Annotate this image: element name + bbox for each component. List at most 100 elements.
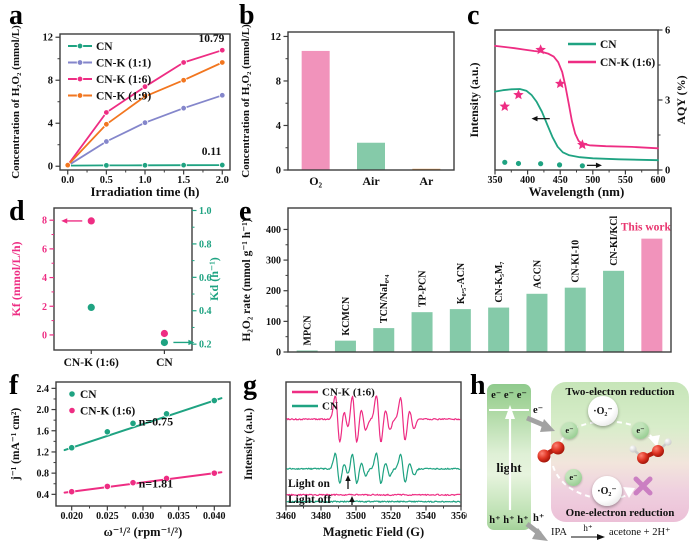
data-point bbox=[141, 119, 149, 126]
y-axis-title-right: Kd (h⁻¹) bbox=[207, 257, 221, 301]
bar-TCN/NaI₀.₄ bbox=[373, 328, 395, 352]
y-tick-label: 0.8 bbox=[37, 469, 50, 480]
panel-letter-g: g bbox=[243, 370, 257, 401]
category-label: Ar bbox=[419, 174, 434, 188]
x-tick-label: 1.0 bbox=[138, 175, 151, 186]
panel-c: c 350 400 450 500 550 600 0 3 6 Wavelength (nm) In… bbox=[464, 0, 699, 200]
y-tick-label: 100 bbox=[266, 317, 281, 328]
electron-label: e⁻ bbox=[636, 425, 645, 435]
superoxide-label: ·O₂⁻ bbox=[593, 405, 613, 417]
fit-line-CN bbox=[63, 397, 223, 452]
data-point bbox=[210, 396, 218, 405]
star-data-point bbox=[577, 139, 588, 150]
y-tick-label: 400 bbox=[266, 225, 281, 236]
bar-label: CN-K₅M₇ bbox=[494, 262, 505, 303]
panel-letter-f: f bbox=[9, 370, 19, 401]
bar-CN-KI-10 bbox=[564, 287, 586, 352]
y-tick-label: 1.2 bbox=[37, 447, 50, 458]
x-tick-label: 3560 bbox=[451, 511, 467, 522]
panel-e-chart: MPCN KCMCN TCN/NaI₀.₄ TP-PCN K₀.₅-ACN CN-K₅M₇… bbox=[241, 207, 672, 359]
y-tick-label: 12 bbox=[43, 33, 54, 44]
arrow-head-icon bbox=[531, 115, 538, 122]
bar-K₀.₅-ACN bbox=[449, 309, 471, 352]
legend-label: CN-K (1:6) bbox=[96, 74, 151, 86]
bar-Air bbox=[357, 142, 385, 170]
panel-b: b 0 4 8 12 O₂ Air Ar Concentration of H₂O₂ (mmo… bbox=[236, 0, 464, 200]
bar-label: KCMCN bbox=[341, 296, 352, 336]
panel-f: f 0.020 0.025 0.030 0.035 0.040 0.4 0.8 1.2 1.6 2… bbox=[6, 370, 240, 558]
y-axis-title-left: Intensity (a.u.) bbox=[467, 62, 481, 137]
x-tick-label: 3480 bbox=[311, 511, 331, 522]
y-tick-label: 200 bbox=[266, 286, 281, 297]
y-axis-title-left: Kf (mmol/L/h) bbox=[9, 242, 23, 317]
data-point bbox=[578, 162, 586, 170]
x-tick-label: 450 bbox=[553, 175, 568, 186]
y-tick-label: 8 bbox=[276, 76, 281, 87]
legend-label: CN-K (1:6) bbox=[80, 406, 135, 418]
y-tick-label: 300 bbox=[266, 256, 281, 267]
x-tick-label: 0.0 bbox=[61, 175, 74, 186]
x-tick-label: 2.0 bbox=[216, 175, 229, 186]
one-electron-title: One-electron reduction bbox=[565, 507, 675, 519]
panel-letter-a: a bbox=[9, 0, 23, 31]
conduction-band-electrons: e⁻ e⁻ e⁻ bbox=[491, 390, 527, 401]
panel-letter-b: b bbox=[239, 0, 255, 31]
legend-label: CN bbox=[96, 41, 113, 53]
data-point bbox=[103, 162, 110, 169]
arrow-head-icon bbox=[345, 475, 351, 481]
panel-e: e MPCN KCMCN TCN/NaI₀.₄ TP-PCN K₀.₅-ACN CN-K₅… bbox=[236, 196, 699, 374]
y-tick-label: 4 bbox=[276, 121, 282, 132]
electron-icon: e⁻ bbox=[565, 469, 582, 486]
hole-transfer-arrow-icon bbox=[525, 522, 548, 541]
panel-letter-e: e bbox=[239, 196, 252, 227]
data-point bbox=[129, 419, 137, 427]
y-axis-title: Concentration of H₂O₂ (mmol/L) bbox=[10, 25, 22, 179]
panel-g-chart: 3460 3480 3500 3520 3540 3560 Magnetic Field (… bbox=[243, 381, 471, 539]
data-point bbox=[219, 59, 226, 66]
y-axis-title: Intensity (a.u.) bbox=[243, 408, 255, 480]
x-axis-title: Wavelength (nm) bbox=[529, 184, 625, 199]
y-tick-label: 0.6 bbox=[199, 273, 212, 284]
arrow-head-icon bbox=[595, 162, 602, 169]
arrow-head-icon bbox=[349, 496, 355, 502]
data-point bbox=[103, 109, 110, 116]
annotation: 10.79 bbox=[199, 33, 225, 45]
star-data-point bbox=[513, 89, 524, 100]
bar-CN-KI/KCl bbox=[603, 270, 625, 352]
y-tick-label: 6 bbox=[42, 244, 47, 255]
legend-label: CN-K (1:6) bbox=[600, 57, 655, 69]
hole-label: h⁺ bbox=[533, 513, 545, 524]
superoxide-bottom-icon: ·O₂⁻ bbox=[592, 476, 622, 506]
electron-label: e⁻ bbox=[565, 425, 574, 435]
data-point bbox=[219, 161, 226, 169]
data-point bbox=[76, 92, 84, 99]
y-tick-label: 0.2 bbox=[199, 340, 212, 351]
one-electron-path-arrow bbox=[552, 465, 635, 500]
bar-label: K₀.₅-ACN bbox=[456, 262, 467, 304]
x-tick-label: 3520 bbox=[381, 511, 401, 522]
panel-a-chart: 0.0 0.5 1.0 1.5 2.0 0 4 8 12 Irradiation time (h)… bbox=[10, 25, 231, 199]
x-axis-title: ω⁻¹/² (rpm⁻¹/²) bbox=[104, 525, 183, 539]
legend-label: CN-K (1:6) bbox=[322, 387, 375, 399]
ipa-label: IPA bbox=[551, 526, 567, 538]
epr-trace-CN-K (1:6) dark bbox=[286, 493, 461, 497]
data-point bbox=[210, 469, 218, 477]
panel-g: g 3460 3480 3500 3520 3540 3560 Magnetic Field… bbox=[240, 370, 471, 558]
data-point bbox=[76, 75, 84, 83]
hole-oxidation-equation: IPA h⁺ acetone + 2H⁺ bbox=[551, 524, 671, 540]
y-tick-label: 12 bbox=[271, 32, 282, 43]
x-tick-label: 350 bbox=[488, 175, 503, 186]
valence-band-holes: h⁺ h⁺ h⁺ bbox=[489, 515, 529, 526]
data-point bbox=[141, 162, 149, 169]
data-point bbox=[515, 160, 522, 167]
panel-letter-c: c bbox=[467, 0, 480, 31]
annotation: n=0.75 bbox=[139, 414, 174, 428]
data-point bbox=[180, 104, 187, 112]
y-tick-label: 8 bbox=[42, 216, 47, 227]
bar-TP-PCN bbox=[411, 312, 433, 352]
data-point bbox=[129, 479, 137, 487]
star-data-point bbox=[499, 101, 510, 111]
data-point bbox=[556, 161, 563, 169]
